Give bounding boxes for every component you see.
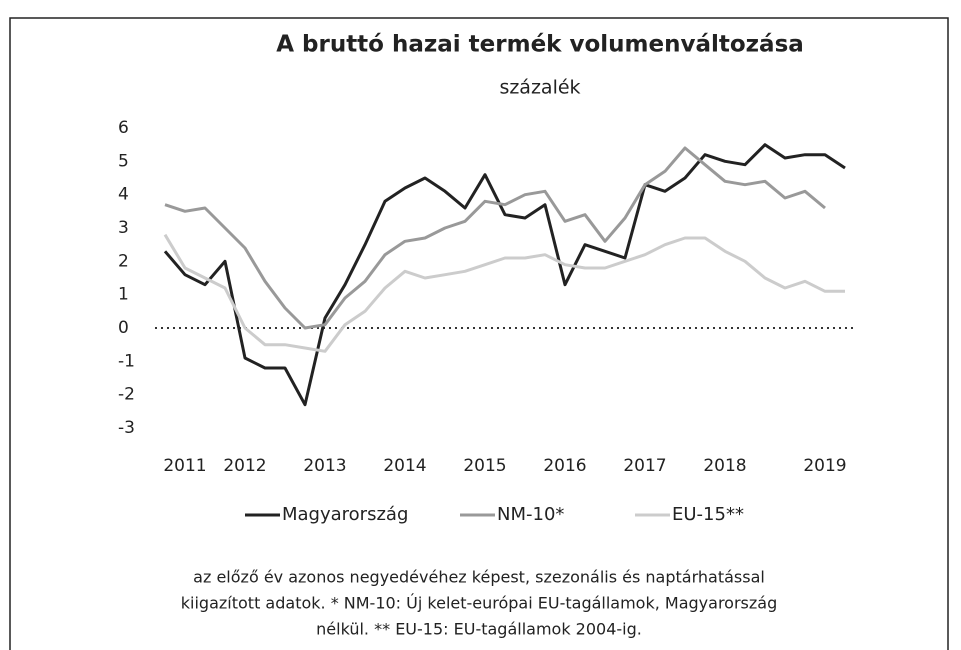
x-tick-label: 2019 xyxy=(803,456,846,476)
y-tick-label: 5 xyxy=(118,151,129,171)
y-tick-label: 6 xyxy=(118,118,129,138)
y-tick-label: -1 xyxy=(118,351,135,371)
y-tick-label: -3 xyxy=(118,418,135,438)
legend-label: EU-15** xyxy=(672,504,744,525)
x-tick-label: 2011 xyxy=(163,456,206,476)
x-tick-label: 2017 xyxy=(623,456,666,476)
legend-label: Magyarország xyxy=(282,504,408,525)
x-tick-label: 2014 xyxy=(383,456,426,476)
x-tick-label: 2016 xyxy=(543,456,586,476)
frame xyxy=(9,17,949,650)
y-tick-label: 3 xyxy=(118,218,129,238)
y-tick-label: 1 xyxy=(118,285,129,305)
legend-label: NM-10* xyxy=(497,504,564,525)
x-tick-label: 2013 xyxy=(303,456,346,476)
x-tick-label: 2015 xyxy=(463,456,506,476)
series-line xyxy=(163,233,845,353)
footnote: az előző év azonos negyedévéhez képest, … xyxy=(193,568,765,587)
y-tick-label: 0 xyxy=(118,318,129,338)
footnote: nélkül. ** EU-15: EU-tagállamok 2004-ig. xyxy=(316,620,642,639)
y-tick-label: 2 xyxy=(118,251,129,271)
y-tick-label: -2 xyxy=(118,385,135,405)
y-tick-label: 4 xyxy=(118,185,129,205)
series-line xyxy=(163,143,846,407)
x-tick-label: 2018 xyxy=(703,456,746,476)
x-tick-label: 2012 xyxy=(223,456,266,476)
chart-title: A bruttó hazai termék volumenváltozása xyxy=(276,32,804,58)
series-line xyxy=(164,146,826,330)
chart-subtitle: százalék xyxy=(499,77,580,99)
footnote: kiigazított adatok. * NM-10: Új kelet-eu… xyxy=(181,594,777,613)
